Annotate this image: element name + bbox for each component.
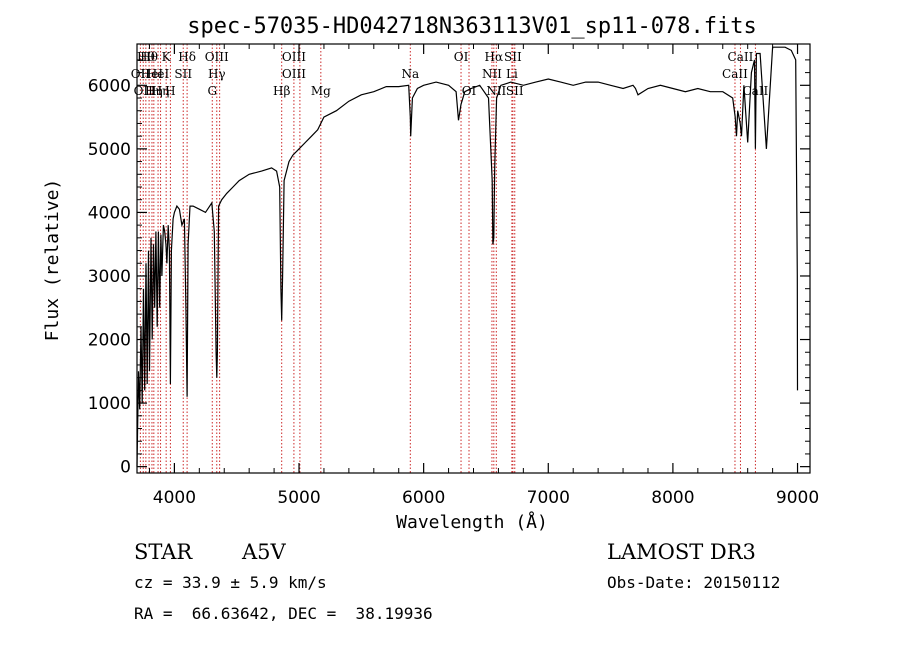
y-tick-label: 1000 — [88, 394, 131, 414]
line-label: OIII — [282, 67, 306, 81]
line-label: HeI — [141, 67, 164, 81]
line-label: K — [162, 50, 172, 64]
x-axis-label: Wavelength (Å) — [396, 511, 548, 533]
y-tick-label: 0 — [120, 458, 131, 478]
line-label: Hθ — [140, 50, 158, 64]
y-axis-label: Flux (relative) — [42, 179, 63, 342]
spectral-line-markers — [139, 44, 756, 473]
y-tick-label: 5000 — [88, 140, 131, 160]
y-tick-label: 4000 — [88, 203, 131, 223]
spectrum-line — [136, 46, 799, 467]
line-label: OIII — [205, 50, 229, 64]
chart-title: spec-57035-HD042718N363113V01_sp11-078.f… — [187, 14, 757, 39]
line-label: Hη — [145, 84, 163, 98]
line-label: Hα — [485, 50, 504, 64]
line-label: Hθ — [137, 50, 155, 64]
line-label: Hη — [152, 84, 170, 98]
line-label: Mg — [311, 84, 331, 98]
x-tick-label: 7000 — [527, 488, 570, 508]
line-label: Na — [401, 67, 419, 81]
line-label: CaII — [722, 67, 748, 81]
line-label: NII — [482, 67, 502, 81]
y-tick-label: 2000 — [88, 331, 131, 351]
spectrum-chart: spec-57035-HD042718N363113V01_sp11-078.f… — [42, 14, 819, 533]
line-label: Li — [506, 67, 518, 81]
obs-date-text: Obs-Date: 20150112 — [607, 573, 781, 592]
redshift-text: cz = 33.9 ± 5.9 km/s — [134, 573, 327, 592]
spectral-line-labels: OIIOIIHθHθHeIHηHeIHηKHSIIHδGOIIIHγHβOIII… — [131, 50, 769, 98]
line-label: Hβ — [273, 84, 290, 98]
line-label: Hγ — [208, 67, 226, 81]
line-label: H — [165, 84, 175, 98]
line-label: Hδ — [178, 50, 196, 64]
axis-ticks — [137, 44, 810, 473]
line-label: OII — [134, 84, 154, 98]
axis-tick-labels: 4000 5000 6000 7000 8000 9000 0 1000 2000 3000 400… — [88, 76, 819, 508]
x-tick-label: 8000 — [651, 488, 694, 508]
line-label: CaII — [728, 50, 754, 64]
line-label: SII — [174, 67, 192, 81]
object-type: STAR — [134, 540, 193, 564]
line-label: SII — [504, 50, 522, 64]
line-label: G — [207, 84, 217, 98]
object-subclass: A5V — [242, 540, 286, 564]
line-label: OI — [454, 50, 469, 64]
line-label: OII — [131, 67, 151, 81]
line-label: SII — [506, 84, 524, 98]
line-label: HeI — [147, 67, 170, 81]
y-tick-label: 3000 — [88, 267, 131, 287]
survey-name: LAMOST DR3 — [607, 540, 756, 564]
y-tick-label: 6000 — [88, 76, 131, 96]
x-tick-label: 5000 — [277, 488, 320, 508]
x-tick-label: 6000 — [402, 488, 445, 508]
x-tick-label: 9000 — [776, 488, 819, 508]
line-label: NII — [486, 84, 506, 98]
line-label: OIII — [282, 50, 306, 64]
plot-frame — [136, 43, 811, 474]
coordinates-text: RA = 66.63642, DEC = 38.19936 — [134, 604, 433, 623]
x-tick-label: 4000 — [153, 488, 196, 508]
